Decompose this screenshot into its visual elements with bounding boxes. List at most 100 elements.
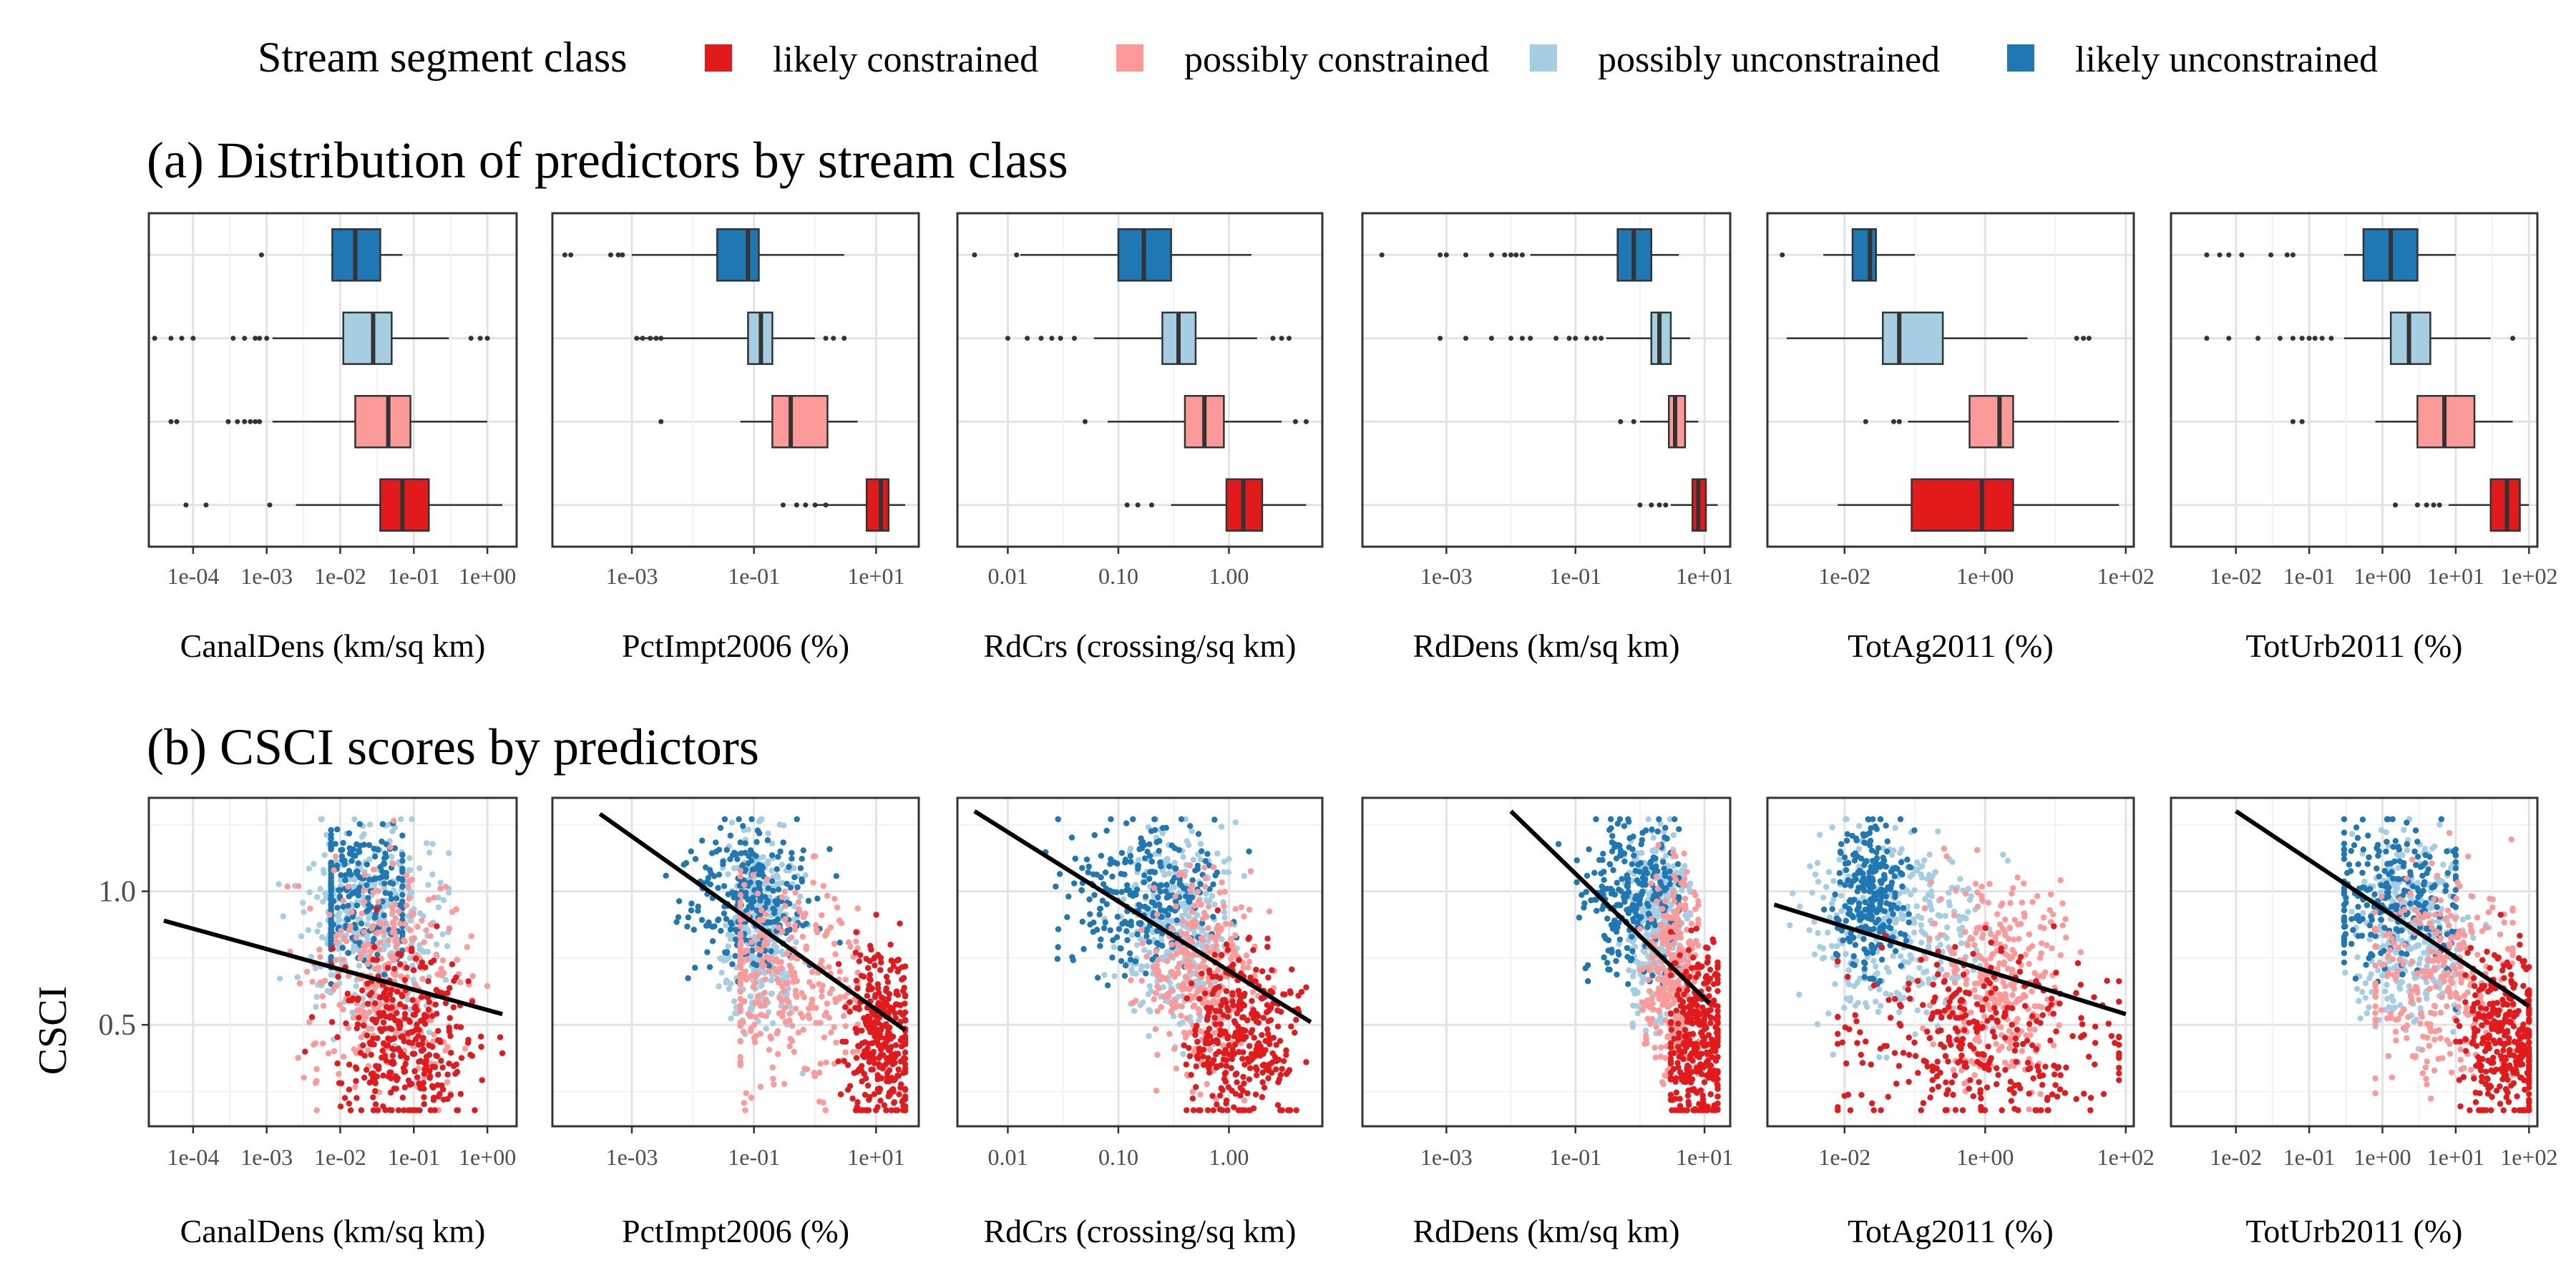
- scatter-point: [844, 1086, 852, 1093]
- facet-background: [2171, 213, 2537, 547]
- scatter-point: [1657, 1029, 1664, 1035]
- scatter-point: [1153, 1088, 1160, 1094]
- scatter-point: [1639, 888, 1646, 895]
- box-iqr: [342, 311, 393, 365]
- scatter-point: [399, 929, 406, 936]
- scatter-point: [339, 945, 346, 951]
- scatter-point: [1210, 881, 1216, 888]
- scatter-point: [1593, 816, 1599, 823]
- scatter-point: [370, 1070, 376, 1077]
- scatter-point: [384, 965, 391, 971]
- scatter-point: [826, 846, 833, 852]
- scatter-point: [409, 997, 416, 1003]
- outlier-point: [1148, 502, 1154, 508]
- x-tick-label: 0.01: [987, 563, 1028, 589]
- scatter-point: [429, 841, 436, 847]
- scatter-point: [899, 987, 907, 995]
- scatter-point: [741, 882, 748, 888]
- outlier-point: [2268, 252, 2274, 258]
- scatter-point: [1657, 879, 1664, 885]
- scatter-point: [756, 818, 763, 824]
- x-tick-label: 1.00: [1209, 563, 1249, 589]
- scatter-point: [361, 1009, 367, 1015]
- scatter-point: [1223, 987, 1230, 995]
- scatter-point: [781, 1080, 788, 1088]
- scatter-point: [799, 1014, 806, 1020]
- scatter-point: [1118, 849, 1126, 857]
- scatter-point: [747, 879, 753, 886]
- scatter-point: [792, 889, 799, 896]
- scatter-point: [1239, 1055, 1246, 1062]
- scatter-point: [1274, 1102, 1282, 1108]
- scatter-point: [758, 907, 765, 914]
- scatter-point: [1287, 1107, 1294, 1113]
- outlier-point: [2290, 252, 2296, 258]
- scatter-point: [380, 1019, 387, 1026]
- scatter-point: [1184, 957, 1191, 963]
- scatter-point: [311, 861, 317, 867]
- scatter-point: [771, 965, 778, 972]
- scatter-point: [781, 987, 787, 995]
- scatter-point: [381, 990, 388, 996]
- scatter-point: [369, 925, 375, 932]
- scatter-point: [389, 853, 395, 860]
- scatter-point: [1624, 883, 1631, 889]
- scatter-point: [353, 902, 361, 909]
- scatter-point: [371, 1000, 379, 1007]
- scatter-point: [395, 1107, 402, 1113]
- scatter-point: [802, 910, 809, 917]
- scatter-point: [346, 830, 353, 836]
- scatter-point: [1165, 993, 1172, 1000]
- scatter-point: [871, 1060, 878, 1067]
- scatter-point: [737, 1038, 743, 1044]
- scatter-point: [1265, 1065, 1272, 1072]
- scatter-point: [427, 1107, 434, 1113]
- scatter-point: [723, 922, 729, 929]
- scatter-point: [1287, 990, 1294, 997]
- scatter-point: [319, 1040, 326, 1047]
- scatter-point: [390, 861, 396, 867]
- scatter-point: [1102, 919, 1108, 926]
- scatter-point: [426, 849, 433, 856]
- scatter-point: [1183, 1107, 1190, 1113]
- scatter-point: [389, 909, 396, 915]
- scatter-point: [328, 1019, 336, 1025]
- scatter-point: [1055, 944, 1061, 950]
- scatter-point: [737, 867, 743, 874]
- scatter-point: [770, 1075, 776, 1082]
- x-tick-label: 1e-04: [167, 563, 219, 589]
- scatter-point: [316, 922, 323, 928]
- scatter-point: [763, 1025, 769, 1032]
- scatter-point: [336, 1070, 342, 1078]
- scatter-point: [768, 1035, 774, 1042]
- scatter-point: [383, 854, 389, 860]
- scatter-point: [328, 906, 334, 912]
- scatter-point: [377, 1013, 384, 1020]
- scatter-point: [319, 993, 326, 1000]
- outlier-point: [2306, 336, 2312, 341]
- scatter-point: [1199, 970, 1205, 977]
- scatter-point: [801, 1065, 808, 1072]
- scatter-point: [1600, 851, 1606, 857]
- scatter-point: [1186, 914, 1192, 920]
- scatter-point: [1209, 974, 1216, 980]
- outlier-point: [812, 502, 818, 508]
- outlier-point: [658, 336, 664, 341]
- scatter-point: [439, 931, 446, 937]
- outlier-point: [2204, 336, 2210, 341]
- scatter-point: [853, 929, 859, 936]
- scatter-point: [374, 907, 380, 913]
- scatter-point: [414, 1074, 421, 1080]
- scatter-point: [749, 872, 756, 879]
- scatter-point: [1662, 898, 1669, 904]
- scatter-point: [1231, 1104, 1237, 1111]
- scatter-point: [1236, 957, 1242, 963]
- scatter-point: [813, 1005, 819, 1011]
- scatter-point: [401, 938, 408, 945]
- scatter-point: [374, 847, 381, 853]
- scatter-point: [399, 892, 406, 898]
- scatter-point: [385, 1035, 391, 1042]
- scatter-point: [1672, 816, 1678, 823]
- scatter-point: [334, 1034, 341, 1040]
